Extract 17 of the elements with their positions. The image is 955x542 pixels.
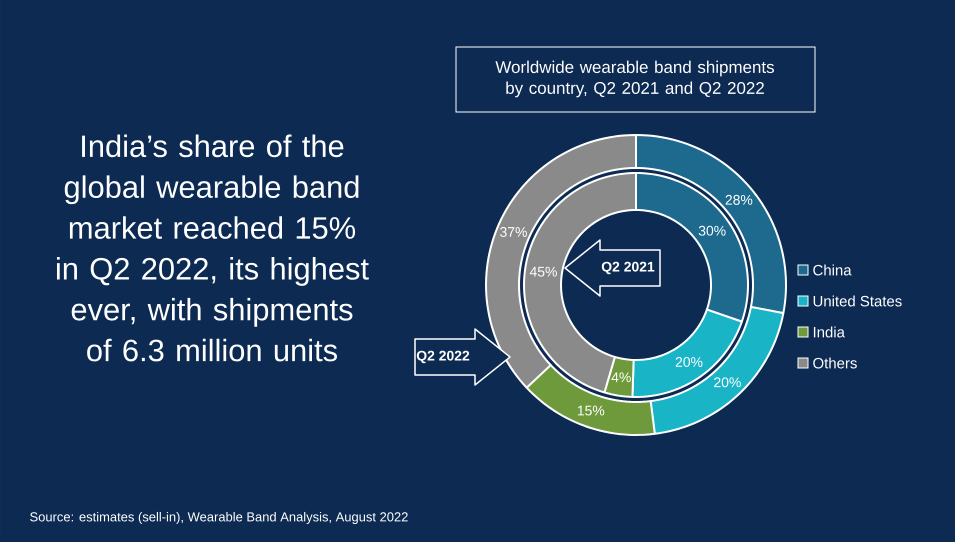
- legend-label: India: [814, 326, 845, 338]
- data-label: 20%: [676, 357, 702, 367]
- data-label: 4%: [611, 372, 631, 382]
- data-label: 37%: [500, 227, 527, 237]
- legend-label: United States: [814, 296, 902, 306]
- slice-label: Q2 2021: [602, 262, 654, 274]
- source-note: Source: estimates (sell-in), Wearable Band Analysis, August 2022: [30, 512, 408, 524]
- legend-label: China: [813, 264, 852, 276]
- text: India’s share of the global wearable band market reached 15% in Q2 2022, its highest ever, with shipments of 6.3 million units: [56, 134, 369, 362]
- legend-label: Others: [813, 357, 857, 368]
- data-label: 15%: [578, 406, 604, 416]
- slice-label: Q2 2022: [416, 350, 470, 364]
- data-label: 28%: [726, 194, 752, 205]
- chart-title: Worldwide wearable band shipments by country, Q2 2021 and Q2 2022: [495, 60, 774, 98]
- data-label: 30%: [698, 226, 726, 236]
- data-label: 45%: [530, 266, 557, 277]
- data-label: 20%: [714, 377, 741, 388]
